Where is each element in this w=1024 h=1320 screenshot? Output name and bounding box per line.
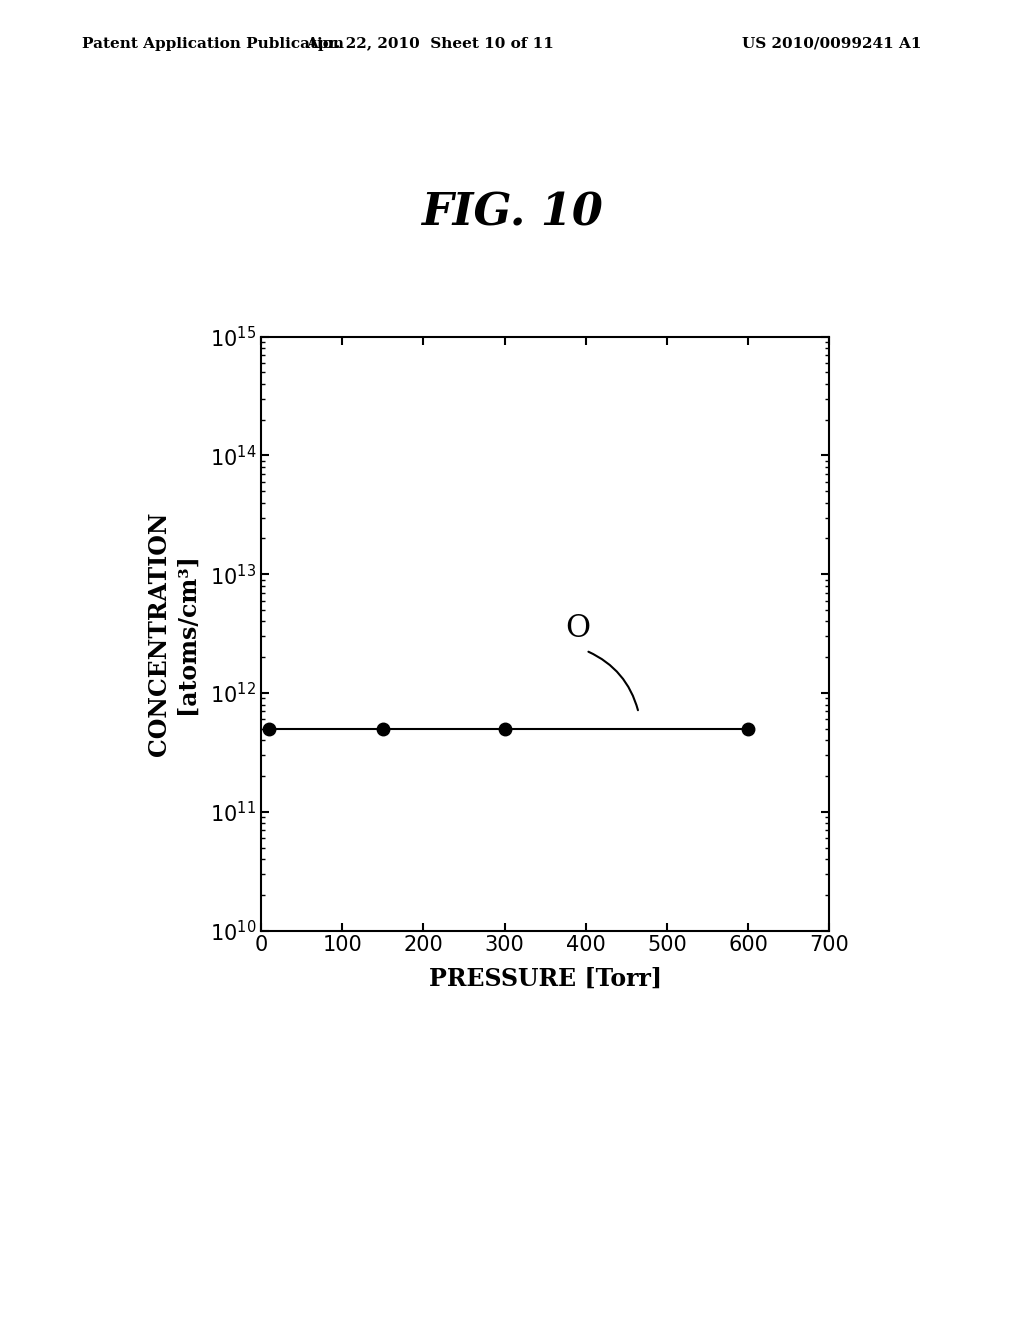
X-axis label: PRESSURE [Torr]: PRESSURE [Torr] bbox=[429, 966, 662, 990]
Text: O: O bbox=[565, 612, 590, 644]
Text: FIG. 10: FIG. 10 bbox=[421, 191, 603, 235]
Y-axis label: CONCENTRATION
[atoms/cm³]: CONCENTRATION [atoms/cm³] bbox=[146, 511, 199, 756]
Text: Apr. 22, 2010  Sheet 10 of 11: Apr. 22, 2010 Sheet 10 of 11 bbox=[306, 37, 554, 51]
Text: US 2010/0099241 A1: US 2010/0099241 A1 bbox=[742, 37, 922, 51]
Text: Patent Application Publication: Patent Application Publication bbox=[82, 37, 344, 51]
